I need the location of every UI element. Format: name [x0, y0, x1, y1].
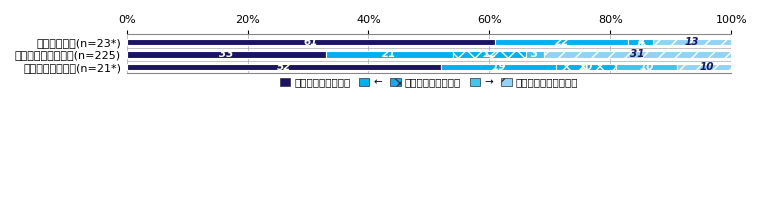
Text: 10: 10	[639, 62, 654, 72]
Bar	[126, 63, 441, 70]
Bar	[453, 51, 526, 58]
Text: 21: 21	[383, 50, 397, 59]
Bar	[126, 39, 495, 45]
Bar	[495, 39, 629, 45]
Text: 52: 52	[277, 62, 291, 72]
Bar	[677, 63, 737, 70]
Text: 4: 4	[637, 37, 644, 47]
Text: 61: 61	[304, 37, 319, 47]
Text: 13: 13	[684, 37, 700, 47]
Bar	[126, 51, 326, 58]
Text: 31: 31	[630, 50, 645, 59]
Bar	[326, 51, 453, 58]
Bar	[616, 63, 677, 70]
Legend: 事件が関係している, ←, どちらともいえない, →, 事件と全く関係がない: 事件が関係している, ←, どちらともいえない, →, 事件と全く関係がない	[275, 73, 582, 92]
Text: 22: 22	[555, 37, 569, 47]
Text: 10: 10	[579, 62, 594, 72]
Text: 3: 3	[531, 50, 538, 59]
Text: 12: 12	[482, 50, 497, 59]
Text: 33: 33	[219, 50, 234, 59]
Bar	[441, 63, 556, 70]
Bar	[556, 63, 616, 70]
Text: 10: 10	[700, 62, 714, 72]
Bar	[652, 39, 732, 45]
Bar	[629, 39, 652, 45]
Bar	[526, 51, 544, 58]
Bar	[544, 51, 732, 58]
Text: 19: 19	[491, 62, 506, 72]
